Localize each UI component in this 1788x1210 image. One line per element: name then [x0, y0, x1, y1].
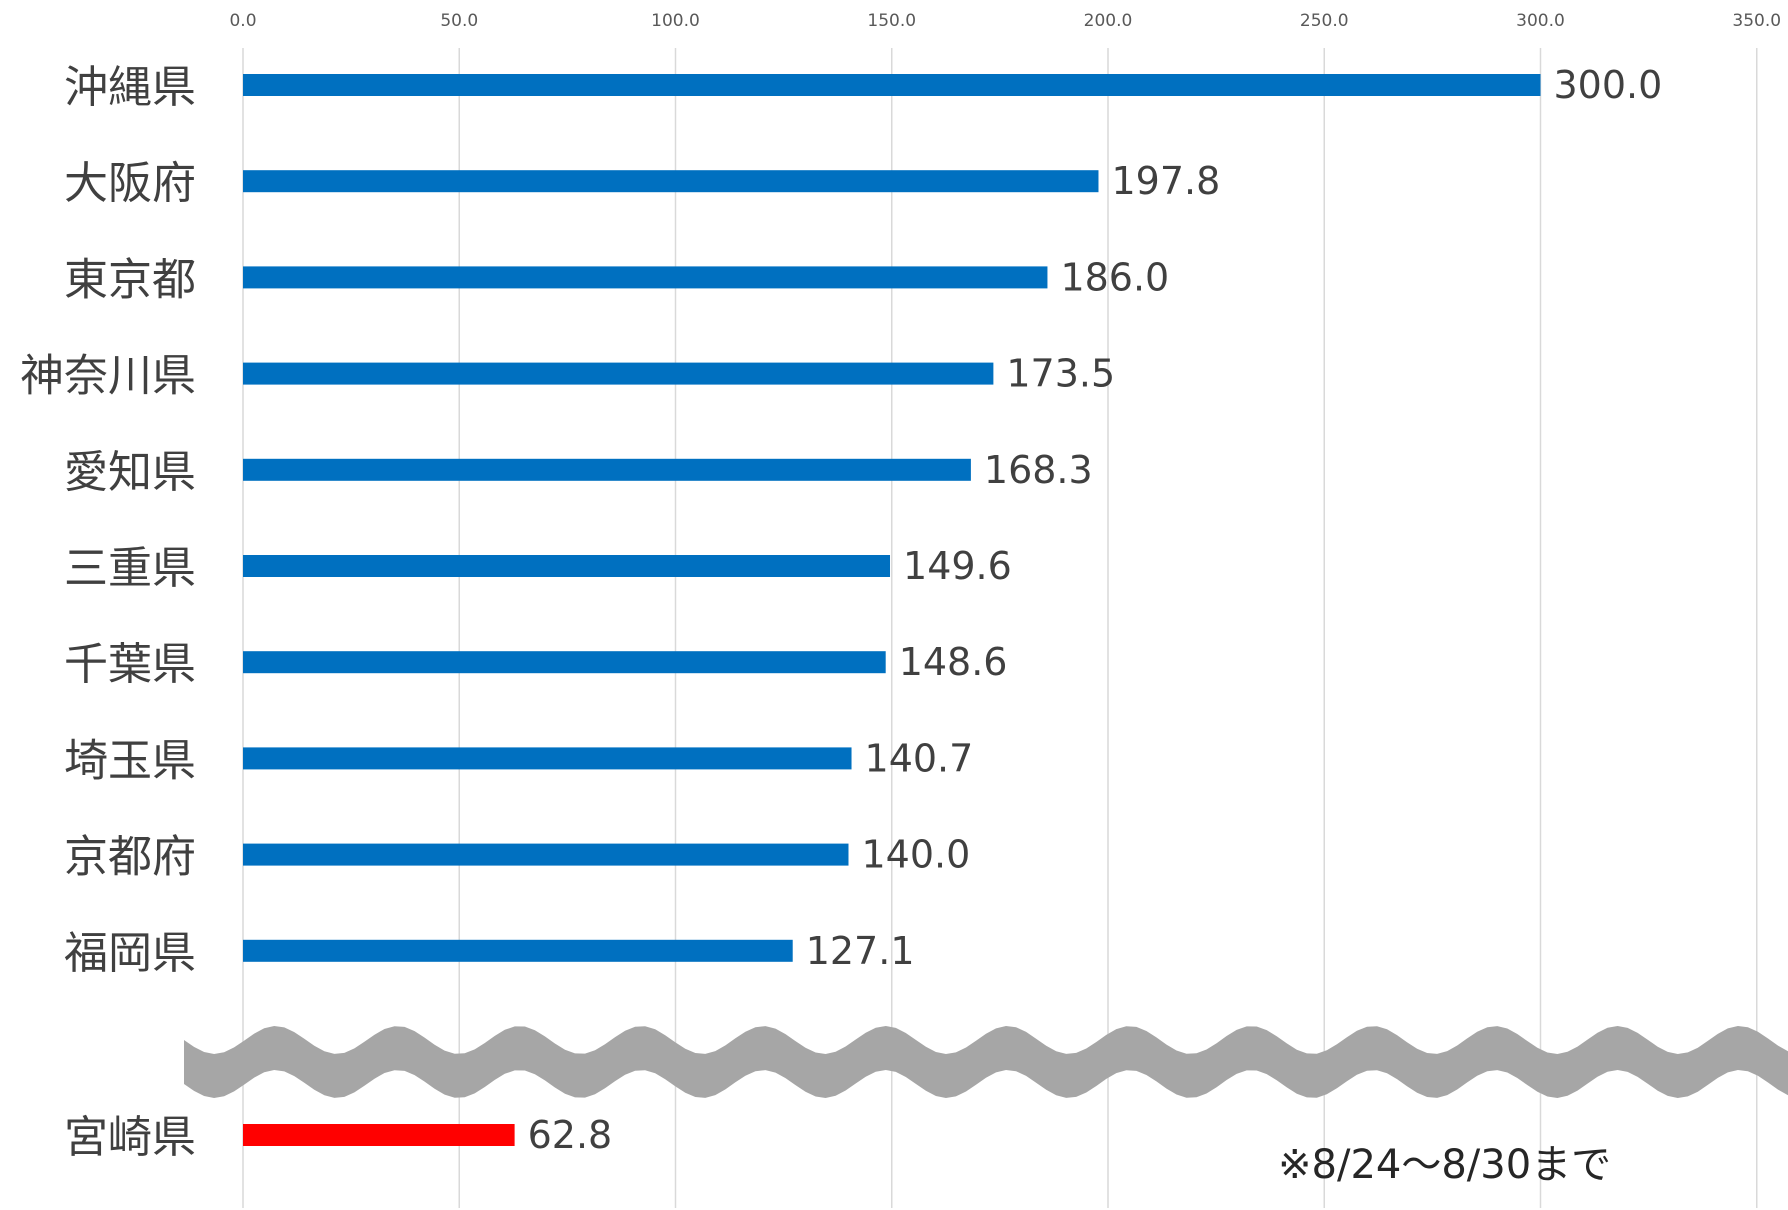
x-axis-ticks: 0.0 50.0 100.0 150.0 200.0 250.0 300.0 350.0 — [229, 11, 1781, 31]
x-tick-label: 350.0 — [1732, 11, 1781, 31]
highlight-bar-group: 宮崎県 62.8 — [64, 1112, 612, 1163]
date-range-note: ※8/24〜8/30まで — [1278, 1142, 1611, 1188]
category-label: 沖縄県 — [64, 62, 196, 113]
data-label: 173.5 — [1006, 352, 1115, 396]
data-label: 197.8 — [1111, 159, 1220, 203]
data-label: 140.0 — [862, 833, 971, 877]
x-tick-label: 300.0 — [1516, 11, 1565, 31]
bar — [243, 266, 1048, 289]
data-label: 148.6 — [899, 640, 1008, 684]
bar-row: 東京都 186.0 — [64, 254, 1169, 305]
category-label: 愛知県 — [64, 447, 196, 498]
bar-row: 福岡県 127.1 — [64, 928, 915, 979]
bar-row: 神奈川県 173.5 — [20, 351, 1115, 402]
category-label: 大阪府 — [64, 158, 196, 209]
x-tick-label: 200.0 — [1084, 11, 1133, 31]
bar-row: 大阪府 197.8 — [64, 158, 1220, 209]
data-label: 168.3 — [984, 448, 1093, 492]
data-label: 149.6 — [903, 544, 1012, 588]
x-tick-label: 250.0 — [1300, 11, 1349, 31]
data-label: 127.1 — [806, 929, 915, 973]
category-label: 京都府 — [64, 832, 196, 883]
x-tick-label: 0.0 — [229, 11, 256, 31]
bar-row: 愛知県 168.3 — [64, 447, 1093, 498]
highlight-data-label: 62.8 — [528, 1113, 613, 1157]
bar — [243, 555, 891, 577]
data-label: 300.0 — [1554, 63, 1663, 107]
axis-break-wave — [184, 1026, 1788, 1098]
category-label: 神奈川県 — [20, 351, 196, 402]
bar — [243, 458, 971, 481]
bar — [243, 170, 1099, 193]
bar — [243, 362, 994, 385]
bar-row: 千葉県 148.6 — [64, 639, 1007, 690]
bar — [243, 651, 886, 674]
data-label: 186.0 — [1060, 255, 1169, 299]
bar-row: 京都府 140.0 — [64, 832, 970, 883]
bar-row: 埼玉県 140.7 — [64, 735, 973, 786]
bar — [243, 939, 793, 962]
category-label: 三重県 — [64, 543, 196, 594]
highlight-category-label: 宮崎県 — [64, 1112, 196, 1163]
bars: 沖縄県 300.0 大阪府 197.8 東京都 186.0 神奈川県 173.5 愛知県 168.… — [20, 62, 1662, 979]
bar — [243, 843, 849, 866]
bar-row: 三重県 149.6 — [64, 543, 1012, 594]
bar — [243, 747, 852, 770]
category-label: 埼玉県 — [64, 735, 196, 786]
category-label: 東京都 — [64, 254, 196, 305]
x-tick-label: 150.0 — [867, 11, 916, 31]
category-label: 千葉県 — [64, 639, 196, 690]
bar — [243, 74, 1541, 96]
bar-row: 沖縄県 300.0 — [64, 62, 1662, 113]
grid-lines — [242, 48, 1758, 1208]
category-label: 福岡県 — [64, 928, 196, 979]
x-tick-label: 50.0 — [440, 11, 478, 31]
data-label: 140.7 — [865, 736, 974, 780]
highlight-bar — [243, 1124, 515, 1146]
x-tick-label: 100.0 — [651, 11, 700, 31]
